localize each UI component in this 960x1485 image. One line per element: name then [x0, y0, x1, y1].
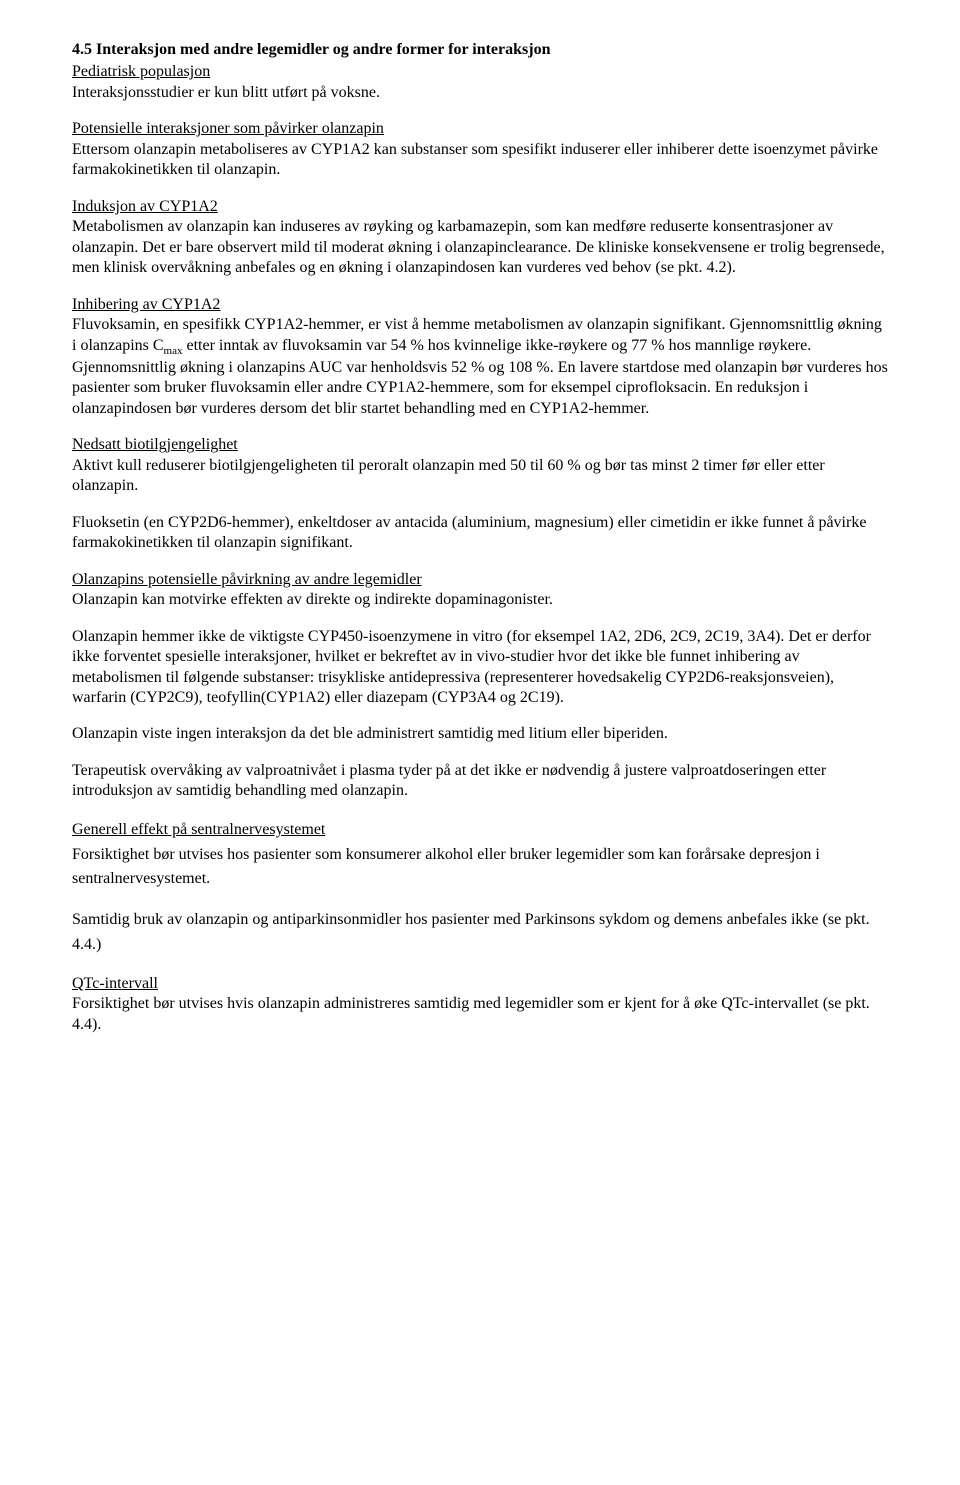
pediatric-heading: Pediatrisk populasjon	[72, 63, 210, 80]
inhibition-heading: Inhibering av CYP1A2	[72, 296, 220, 313]
section-4-5-title: 4.5 Interaksjon med andre legemidler og …	[72, 40, 888, 60]
valproat-text: Terapeutisk overvåking av valproatnivået…	[72, 761, 888, 802]
cmax-subscript: max	[164, 345, 183, 357]
cns-block: Generell effekt på sentralnervesystemet …	[72, 818, 888, 892]
fluoxetine-text: Fluoksetin (en CYP2D6-hemmer), enkeltdos…	[72, 513, 888, 554]
pediatric-text: Interaksjonsstudier er kun blitt utført …	[72, 84, 380, 101]
potential-interactions-heading: Potensielle interaksjoner som påvirker o…	[72, 120, 384, 137]
induction-heading: Induksjon av CYP1A2	[72, 198, 218, 215]
bioavailability-text: Aktivt kull reduserer biotilgjengelighet…	[72, 457, 825, 494]
potential-interactions-text: Ettersom olanzapin metaboliseres av CYP1…	[72, 141, 878, 178]
parkinson-text: Samtidig bruk av olanzapin og antiparkin…	[72, 908, 888, 958]
cyp450-text: Olanzapin hemmer ikke de viktigste CYP45…	[72, 627, 888, 709]
inhibition-block: Inhibering av CYP1A2 Fluvoksamin, en spe…	[72, 295, 888, 420]
qtc-block: QTc-intervall Forsiktighet bør utvises h…	[72, 974, 888, 1035]
potential-interactions-block: Potensielle interaksjoner som påvirker o…	[72, 119, 888, 180]
bioavailability-block: Nedsatt biotilgjengelighet Aktivt kull r…	[72, 435, 888, 496]
qtc-text: Forsiktighet bør utvises hvis olanzapin …	[72, 995, 870, 1032]
pediatric-block: Pediatrisk populasjon Interaksjonsstudie…	[72, 62, 888, 103]
cns-text: Forsiktighet bør utvises hos pasienter s…	[72, 846, 820, 888]
bioavailability-heading: Nedsatt biotilgjengelighet	[72, 436, 238, 453]
olanzapin-effect-heading: Olanzapins potensielle påvirkning av and…	[72, 571, 422, 588]
inhibition-text-b: etter inntak av fluvoksamin var 54 % hos…	[72, 337, 888, 417]
document-page: 4.5 Interaksjon med andre legemidler og …	[0, 0, 960, 1075]
induction-block: Induksjon av CYP1A2 Metabolismen av olan…	[72, 197, 888, 279]
qtc-heading: QTc-intervall	[72, 975, 158, 992]
induction-text: Metabolismen av olanzapin kan induseres …	[72, 218, 885, 276]
olanzapin-effect-block: Olanzapins potensielle påvirkning av and…	[72, 570, 888, 611]
olanzapin-effect-text: Olanzapin kan motvirke effekten av direk…	[72, 591, 553, 608]
cns-heading: Generell effekt på sentralnervesystemet	[72, 821, 325, 838]
lithium-text: Olanzapin viste ingen interaksjon da det…	[72, 724, 888, 744]
